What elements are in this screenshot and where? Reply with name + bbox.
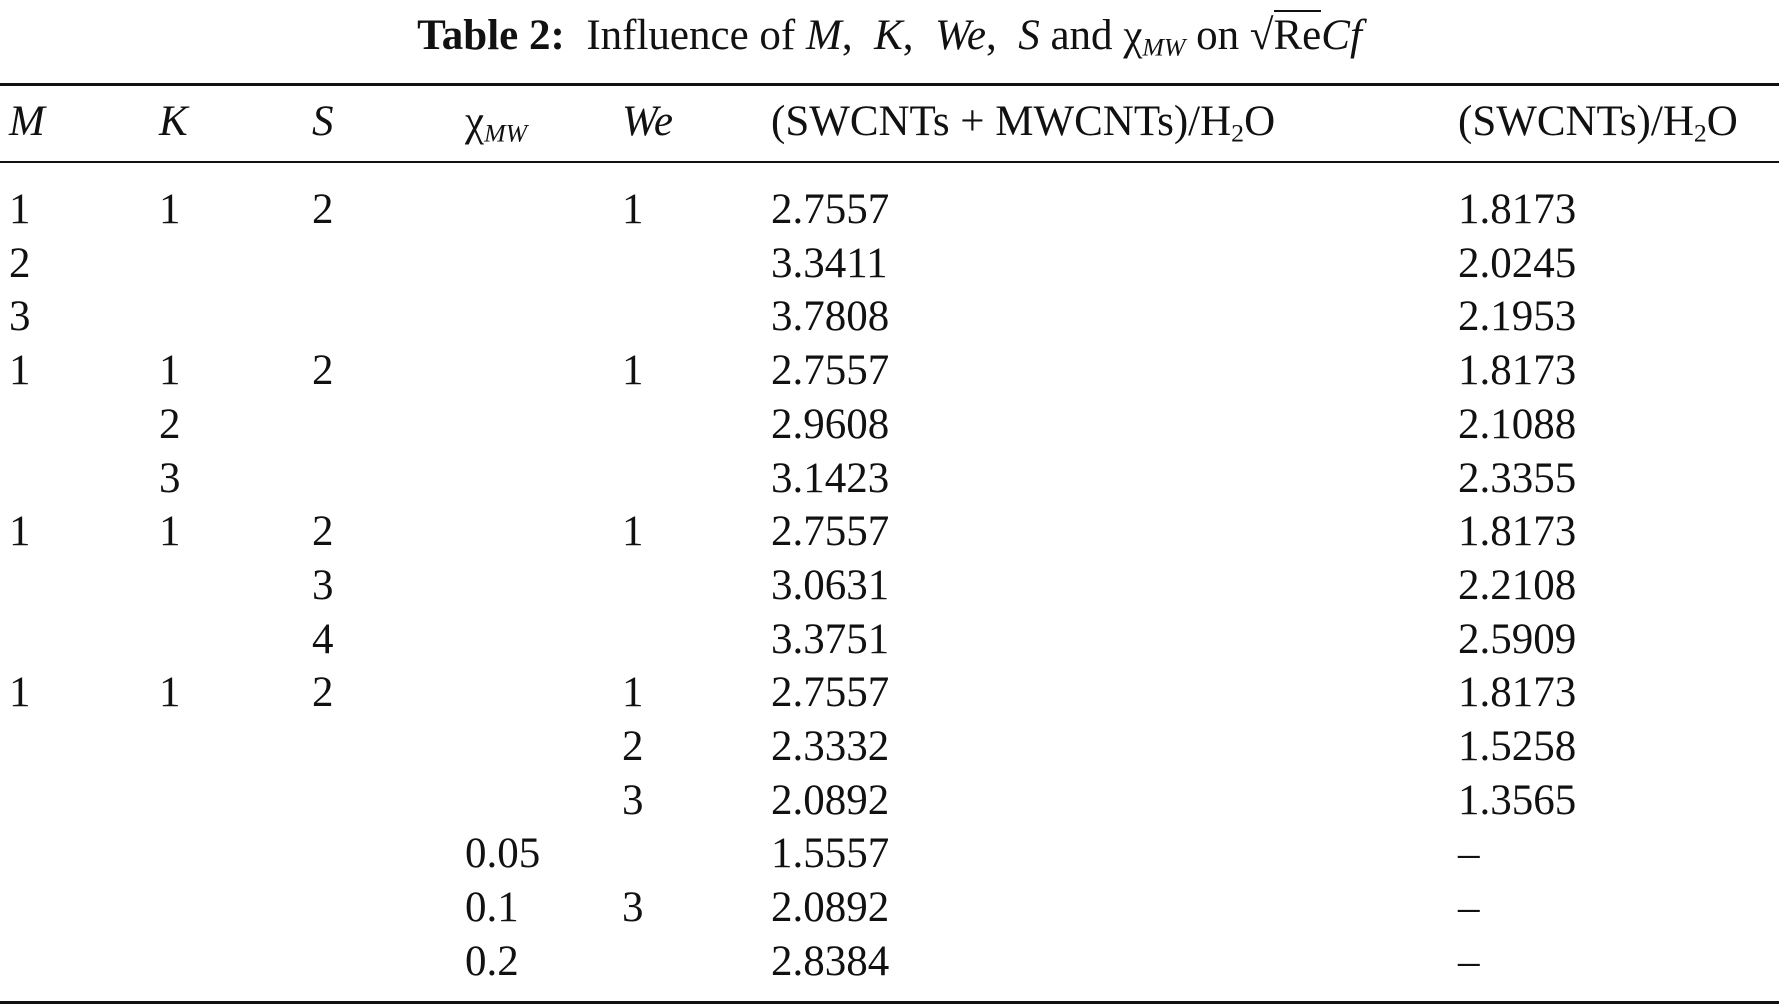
table-cell: 3 <box>622 884 644 932</box>
table-cell: 1 <box>159 186 181 233</box>
table-caption: Table 2: Influence of M, K, We, S and χM… <box>0 10 1779 60</box>
caption-symbol: M <box>805 12 842 59</box>
header-text: We <box>622 98 673 145</box>
table-cell: 2.3332 <box>771 723 890 770</box>
table-cell: 2.7557 <box>771 347 890 395</box>
table-cell: 1 <box>159 508 181 556</box>
table-cell: 3 <box>159 454 181 502</box>
table-cell: 1.8173 <box>1458 186 1577 233</box>
caption-subscript: MW <box>1142 32 1186 62</box>
table-cell: 4 <box>312 615 334 663</box>
table-cell: 1 <box>9 186 31 233</box>
header-cell: (SWCNTs)/H2O <box>1458 98 1738 146</box>
table-cell: 2 <box>159 400 181 448</box>
table-cell: 2.2108 <box>1458 561 1577 609</box>
table-cell: 0.2 <box>465 937 519 985</box>
header-rule <box>0 161 1779 163</box>
header-cell: We <box>622 100 673 143</box>
table-cell: 2.9608 <box>771 400 890 448</box>
table-cell: 1 <box>622 669 644 717</box>
caption-text: on <box>1196 12 1240 59</box>
header-text: (SWCNTs)/H <box>1458 98 1694 145</box>
table-cell: 2.0892 <box>771 884 890 932</box>
table-cell: 2.3355 <box>1458 454 1577 502</box>
table-cell: 2 <box>312 347 334 395</box>
top-rule <box>0 83 1779 86</box>
caption-text: and <box>1050 12 1113 59</box>
table-cell: 2.0892 <box>771 776 890 824</box>
table-cell: 1 <box>159 669 181 717</box>
table-cell: 1.8173 <box>1458 669 1577 717</box>
header-text: (SWCNTs + MWCNTs)/H <box>771 98 1232 145</box>
header-cell: χMW <box>465 98 527 146</box>
header-text: O <box>1706 98 1738 145</box>
table-cell: 1 <box>622 186 644 233</box>
table-cell: 2.7557 <box>771 508 890 556</box>
caption-symbol: Cf <box>1321 12 1362 59</box>
header-cell: K <box>159 100 188 143</box>
sqrt-sign: √ <box>1249 12 1274 59</box>
table-cell: 2.7557 <box>771 669 890 717</box>
caption-text: , <box>902 12 914 59</box>
caption-text: Re <box>1273 12 1322 59</box>
table-cell: 1 <box>622 347 644 395</box>
table-cell: 2.0245 <box>1458 239 1577 287</box>
table-cell: 2.8384 <box>771 937 890 985</box>
table-cell: 2.5909 <box>1458 615 1577 663</box>
table-cell: 3 <box>622 776 644 824</box>
table-cell: 3 <box>9 293 31 341</box>
header-text: χ <box>465 98 485 145</box>
table-cell: 2 <box>9 239 31 287</box>
table-cell: 0.05 <box>465 830 541 878</box>
table-cell: – <box>1458 884 1480 932</box>
caption-text: , <box>841 12 853 59</box>
header-text: K <box>159 98 188 145</box>
header-subscript: MW <box>484 118 528 148</box>
header-subscript: 2 <box>1231 118 1245 148</box>
table-cell: 3.3751 <box>771 615 890 663</box>
caption-symbol: χ <box>1123 12 1143 59</box>
caption-symbol: We <box>935 12 986 59</box>
table-cell: – <box>1458 830 1480 878</box>
bottom-rule <box>0 1001 1779 1004</box>
header-subscript: 2 <box>1693 118 1707 148</box>
caption-symbol: K <box>874 12 903 59</box>
table-cell: 1 <box>9 669 31 717</box>
table-cell: 2 <box>312 186 334 233</box>
table-cell: 1.5258 <box>1458 723 1577 770</box>
table-cell: 2 <box>312 669 334 717</box>
header-text: O <box>1244 98 1276 145</box>
table-cell: 3.0631 <box>771 561 890 609</box>
table-cell: 3 <box>312 561 334 609</box>
caption-text: Influence of <box>586 12 796 59</box>
table-cell: 2.7557 <box>771 186 890 233</box>
table-cell: 1.8173 <box>1458 347 1577 395</box>
table-cell: – <box>1458 937 1480 985</box>
header-text: S <box>312 98 334 145</box>
sqrt-body: Re <box>1273 10 1322 59</box>
caption-symbol: S <box>1018 12 1040 59</box>
table-cell: 3.3411 <box>771 239 888 287</box>
table-cell: 1.8173 <box>1458 508 1577 556</box>
table-cell: 3.7808 <box>771 293 890 341</box>
table-cell: 2.1953 <box>1458 293 1577 341</box>
table-cell: 2.1088 <box>1458 400 1577 448</box>
table-cell: 3.1423 <box>771 454 890 502</box>
caption-text: , <box>985 12 997 59</box>
header-cell: (SWCNTs + MWCNTs)/H2O <box>771 98 1276 146</box>
table-cell: 1 <box>9 508 31 556</box>
table-cell: 1.3565 <box>1458 776 1577 824</box>
table-cell: 0.1 <box>465 884 519 932</box>
header-cell: S <box>312 100 334 143</box>
header-text: M <box>9 98 45 145</box>
caption-label: Table 2: <box>417 12 565 59</box>
table-cell: 2 <box>622 723 644 770</box>
table-cell: 1.5557 <box>771 830 890 878</box>
table-cell: 1 <box>9 347 31 395</box>
header-cell: M <box>9 100 45 143</box>
table-cell: 1 <box>622 508 644 556</box>
table-cell: 2 <box>312 508 334 556</box>
table-cell: 1 <box>159 347 181 395</box>
